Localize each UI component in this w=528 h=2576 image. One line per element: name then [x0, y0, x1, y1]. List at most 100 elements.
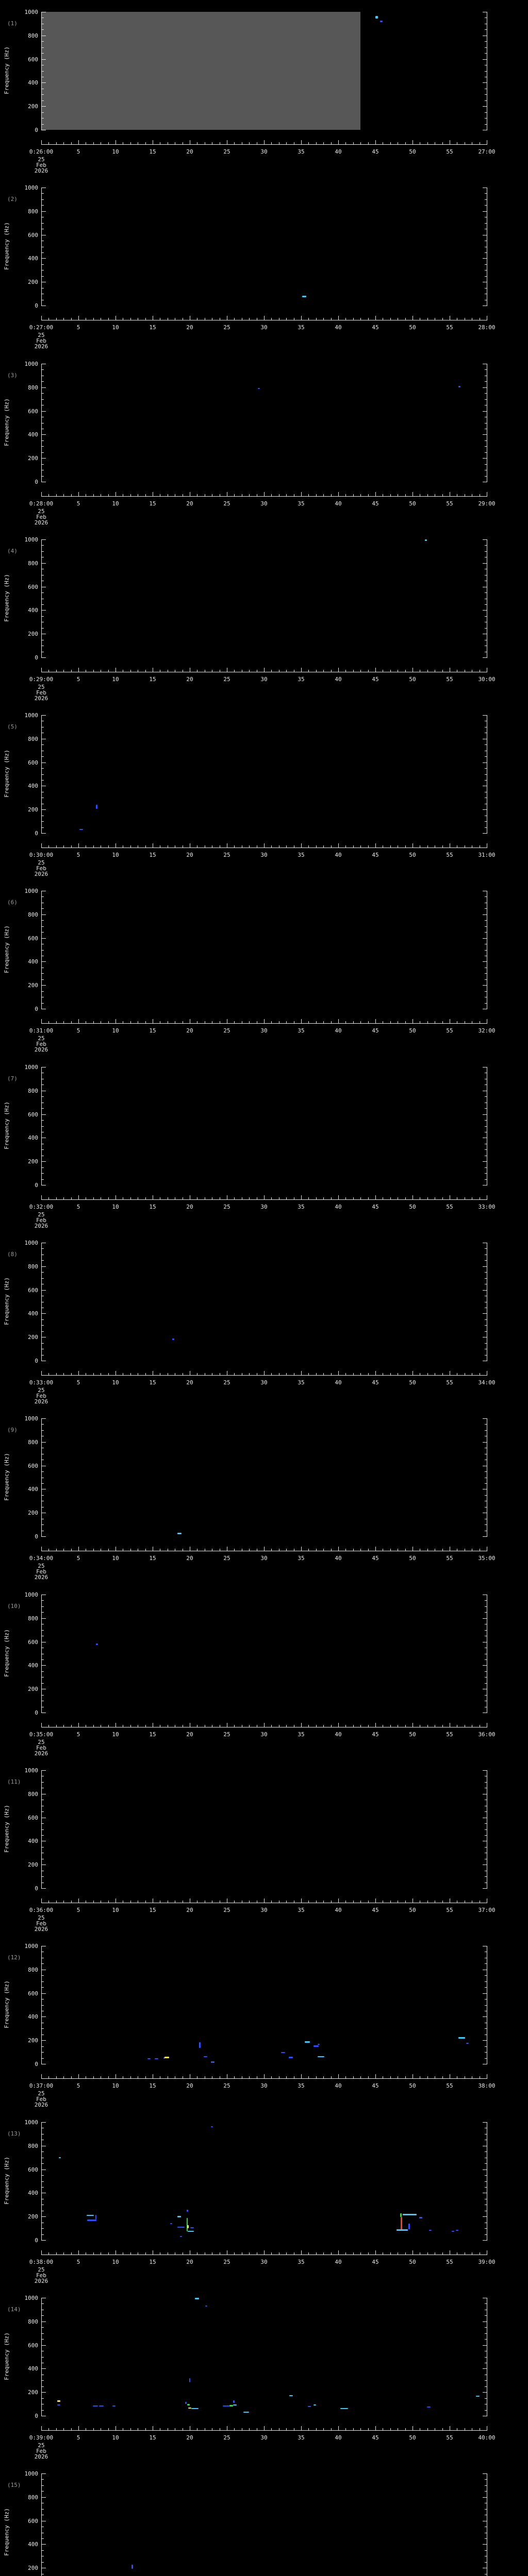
xtick	[56, 494, 57, 496]
ytick	[42, 2005, 44, 2006]
ytick	[42, 464, 44, 465]
xtick	[412, 668, 413, 672]
xtick-label: 40	[335, 324, 342, 331]
xtick-label: 35	[298, 1731, 305, 1738]
feature-mark	[205, 2305, 207, 2307]
ytick	[42, 1524, 44, 1525]
xtick	[442, 2428, 443, 2430]
feature-mark	[177, 2226, 185, 2228]
xtick	[63, 1725, 64, 1727]
ytick	[42, 616, 44, 617]
ytick-label: 800	[28, 1088, 38, 1094]
xtick	[368, 1373, 369, 1375]
xtick-label: 5	[76, 2434, 80, 2441]
ytick	[42, 780, 44, 781]
ytick	[42, 2151, 44, 2152]
xtick	[331, 670, 332, 672]
xtick	[375, 1019, 376, 1023]
xtick	[48, 670, 49, 672]
xtick-label: 20	[186, 1555, 193, 1562]
start-time-label: 0:34:00	[29, 1555, 54, 1562]
xtick	[108, 670, 109, 672]
xtick-label: 10	[112, 1555, 119, 1562]
ytick	[485, 2538, 487, 2539]
xtick	[345, 1901, 346, 1903]
spectrogram-panel-4: 0 200 400 600 800 1000 Frequency (Hz) (4) 0:29:0…	[0, 528, 528, 704]
xtick	[63, 1021, 64, 1023]
ytick	[42, 264, 44, 265]
date-label: 2026	[34, 343, 48, 350]
ytick	[483, 387, 487, 388]
xtick	[41, 140, 42, 144]
date-label: 2026	[34, 519, 48, 526]
ytick	[42, 1108, 44, 1109]
ytick-label: 800	[28, 1791, 38, 1798]
ytick	[485, 979, 487, 980]
feature-mark	[400, 2213, 402, 2217]
xtick	[286, 2428, 287, 2430]
ytick	[485, 440, 487, 441]
xtick	[345, 1021, 346, 1023]
xtick	[316, 845, 317, 848]
ytick	[42, 604, 44, 605]
ytick	[42, 1695, 44, 1696]
xtick	[308, 670, 309, 672]
xtick-label: 30	[260, 148, 268, 155]
ytick	[485, 551, 487, 552]
xtick	[353, 1549, 354, 1551]
ytick-label: 200	[28, 2037, 38, 2044]
date-label: Feb	[36, 1041, 46, 1047]
ytick	[42, 1811, 44, 1812]
date-label: 25	[38, 684, 45, 690]
xtick-label: 50	[409, 1907, 416, 1913]
ytick-label: 600	[28, 584, 38, 590]
ytick	[485, 1272, 487, 1273]
ytick-label: 200	[28, 2389, 38, 2396]
ytick	[42, 2386, 44, 2387]
ytick-label: 400	[28, 1310, 38, 1317]
xtick-label: 5	[76, 1731, 80, 1738]
xtick	[264, 668, 265, 672]
xtick	[353, 1021, 354, 1023]
ytick-label: 1000	[24, 361, 39, 367]
xtick	[145, 2428, 146, 2430]
freq-axis-title: Frequency (Hz)	[3, 750, 10, 798]
xtick	[308, 1901, 309, 1903]
xtick-label: 10	[112, 2259, 119, 2265]
xtick	[249, 2252, 250, 2255]
ytick	[485, 1981, 487, 1982]
ytick	[485, 276, 487, 277]
ytick	[485, 2380, 487, 2381]
ytick	[483, 1313, 487, 1314]
ytick-label: 600	[28, 935, 38, 942]
ytick	[42, 2303, 44, 2304]
xtick	[301, 492, 302, 496]
xtick	[78, 1547, 79, 1551]
axis-end-cap	[41, 1770, 46, 1771]
date-label: 25	[38, 1387, 45, 1394]
xtick	[368, 1725, 369, 1727]
date-label: 25	[38, 1563, 45, 1569]
xtick-label: 40	[335, 852, 342, 858]
axis-end-cap	[483, 1888, 487, 1889]
ytick-label: 1000	[24, 712, 39, 719]
xtick	[108, 1901, 109, 1903]
xtick-label: 55	[446, 852, 453, 858]
ytick	[485, 193, 487, 194]
xtick	[323, 2076, 324, 2078]
xtick	[249, 2428, 250, 2430]
xtick	[56, 2252, 57, 2255]
ytick	[42, 2175, 44, 2176]
ytick	[485, 1278, 487, 1279]
xtick	[375, 2250, 376, 2255]
xtick	[368, 2252, 369, 2255]
ytick-label: 400	[28, 2365, 38, 2372]
ytick	[42, 2187, 44, 2188]
ytick	[42, 1161, 46, 1162]
xtick	[63, 1373, 64, 1375]
xtick-label: 50	[409, 1731, 416, 1738]
ytick	[483, 2345, 487, 2346]
xtick	[56, 2428, 57, 2430]
ytick	[42, 106, 46, 107]
panel-label: (12)	[7, 1954, 21, 1961]
